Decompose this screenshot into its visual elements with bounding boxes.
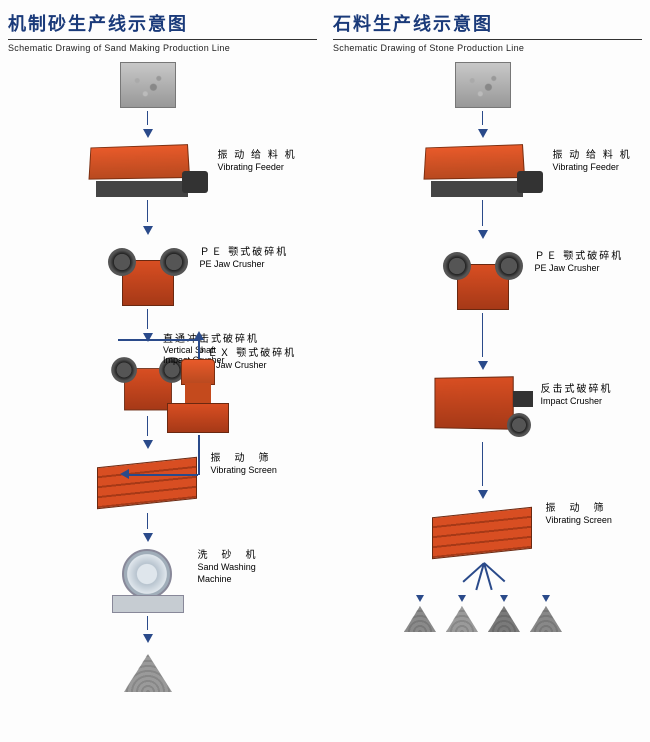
feeder-label-cn: 振 动 给 料 机 (218, 149, 297, 162)
screen-r-label-cn: 振 动 筛 (546, 502, 612, 515)
washer-label-cn: 洗 砂 机 (198, 549, 268, 562)
flow-line (482, 442, 484, 486)
impact-crusher: 反击式破碎机 Impact Crusher (433, 377, 533, 439)
impact-label-cn: 反击式破碎机 (541, 383, 613, 396)
vsi-return-line (128, 474, 198, 476)
impact-label-en: Impact Crusher (541, 396, 613, 408)
sand-title-block: 机制砂生产线示意图 Schematic Drawing of Sand Maki… (8, 10, 317, 53)
raw-rock (455, 62, 511, 108)
flow-arrow-icon (143, 333, 153, 342)
flow-arrow-icon (143, 440, 153, 449)
flow-arrow-icon (416, 595, 424, 602)
flow-line (147, 416, 149, 436)
feeder-label-en: Vibrating Feeder (218, 162, 297, 174)
screen-r-label-en: Vibrating Screen (546, 515, 612, 527)
stone-title-en: Schematic Drawing of Stone Production Li… (333, 43, 642, 53)
pe-label-en: PE Jaw Crusher (200, 259, 289, 271)
pe-jaw-crusher-r: ＰＥ 颚式破碎机 PE Jaw Crusher (443, 246, 523, 310)
screen-label-cn: 振 动 筛 (211, 452, 277, 465)
sand-washer: 洗 砂 机 Sand Washing Machine (108, 549, 188, 613)
stone-flow: 振 动 给 料 机 Vibrating Feeder ＰＥ 颚式破碎机 PE J… (323, 59, 642, 632)
vibrating-screen-r: 振 动 筛 Vibrating Screen (428, 506, 538, 560)
flow-line (482, 111, 484, 125)
pe-jaw-crusher: ＰＥ 颚式破碎机 PE Jaw Crusher (108, 242, 188, 306)
vibrating-feeder: 振 动 给 料 机 Vibrating Feeder (88, 145, 208, 197)
stone-title-cn: 石料生产线示意图 (333, 10, 642, 36)
flow-arrow-icon (143, 129, 153, 138)
vibrating-screen: 振 动 筛 Vibrating Screen (93, 456, 203, 510)
sand-pile-icon (124, 654, 172, 692)
flow-arrow-icon (143, 634, 153, 643)
feeder-icon (423, 145, 543, 197)
stone-pile-icon (530, 606, 562, 632)
flow-line (482, 313, 484, 357)
pe-r-label-cn: ＰＥ 颚式破碎机 (535, 250, 624, 263)
flow-line (147, 200, 149, 222)
output-sand (124, 650, 172, 692)
sand-line-column: 机制砂生产线示意图 Schematic Drawing of Sand Maki… (0, 0, 325, 742)
raw-rock (120, 62, 176, 108)
flow-arrow-icon (478, 129, 488, 138)
vsi-branch: 直通冲击式破碎机 Vertical Shaft Impact Crusher (163, 359, 233, 433)
stone-title-block: 石料生产线示意图 Schematic Drawing of Stone Prod… (333, 10, 642, 53)
vsi-icon (163, 359, 233, 433)
output-piles (404, 595, 562, 632)
flow-arrow-icon (143, 533, 153, 542)
branch-line-v (198, 339, 200, 359)
vsi-return-line-v (198, 435, 200, 475)
stone-pile-icon (446, 606, 478, 632)
sand-title-cn: 机制砂生产线示意图 (8, 10, 317, 36)
branch-line (118, 339, 198, 341)
sand-flow: 振 动 给 料 机 Vibrating Feeder ＰＥ 颚式破碎机 PE J… (0, 59, 317, 695)
vibrating-feeder-r: 振 动 给 料 机 Vibrating Feeder (423, 145, 543, 197)
sand-title-en: Schematic Drawing of Sand Making Product… (8, 43, 317, 53)
washer-icon (108, 549, 188, 613)
fanout-lines (393, 563, 573, 591)
impact-crusher-icon (433, 377, 533, 439)
pe-crusher-icon (443, 246, 523, 310)
pe-r-label-en: PE Jaw Crusher (535, 263, 624, 275)
feeder-icon (88, 145, 208, 197)
flow-arrow-icon (542, 595, 550, 602)
flow-line (147, 616, 149, 630)
title-divider (333, 39, 642, 40)
stone-pile-icon (488, 606, 520, 632)
flow-line (147, 111, 149, 125)
pe-label-cn: ＰＥ 颚式破碎机 (200, 246, 289, 259)
pe-crusher-icon (108, 242, 188, 306)
flow-arrow-icon (478, 490, 488, 499)
screen-icon (428, 506, 538, 560)
stone-line-column: 石料生产线示意图 Schematic Drawing of Stone Prod… (325, 0, 650, 742)
washer-label-en: Sand Washing Machine (198, 562, 268, 585)
flow-arrow-icon (478, 230, 488, 239)
flow-line (482, 200, 484, 226)
vsi-return-arrow-icon (120, 469, 129, 479)
stone-pile-icon (404, 606, 436, 632)
feeder-r-label-en: Vibrating Feeder (553, 162, 632, 174)
flow-arrow-icon (458, 595, 466, 602)
screen-icon (93, 456, 203, 510)
flow-line (147, 513, 149, 529)
flow-line (147, 309, 149, 329)
rock-pile-icon (120, 62, 176, 108)
screen-label-en: Vibrating Screen (211, 465, 277, 477)
title-divider (8, 39, 317, 40)
flow-arrow-icon (478, 361, 488, 370)
flow-arrow-icon (143, 226, 153, 235)
flow-arrow-icon (500, 595, 508, 602)
feeder-r-label-cn: 振 动 给 料 机 (553, 149, 632, 162)
rock-pile-icon (455, 62, 511, 108)
